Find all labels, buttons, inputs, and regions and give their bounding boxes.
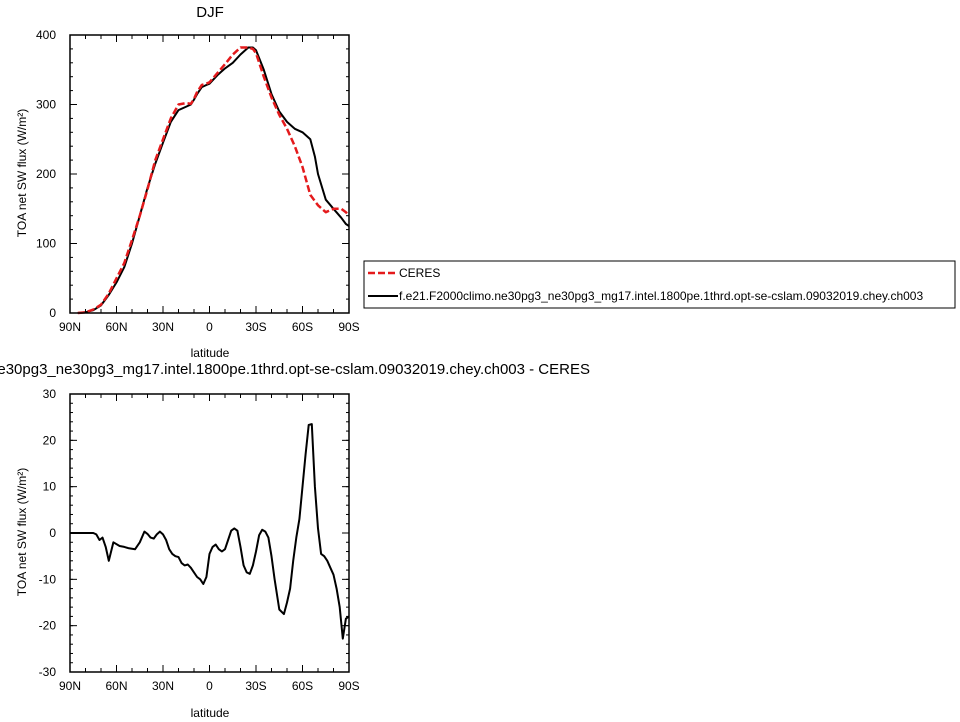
bottom-y-tick-label: -20 [39,619,57,633]
top-plot-frame [69,34,350,314]
bottom-plot-frame [69,393,350,673]
bottom-x-tick-label: 30N [152,679,174,693]
bottom-x-tick-label: 60N [105,679,127,693]
top-series-line-ceres [77,46,350,315]
bottom-y-axis-title-group: TOA net SW flux (W/m²) [15,468,29,596]
top-y-tick-label: 300 [36,98,56,112]
legend-box [363,260,956,309]
bottom-series-group [70,423,350,640]
top-x-tick-label: 90N [59,320,81,334]
legend-label-model: f.e21.F2000climo.ne30pg3_ne30pg3_mg17.in… [399,289,923,303]
top-y-tick-label: 200 [36,167,56,181]
top-series-group [77,46,350,315]
bottom-y-tick-label: 20 [43,433,57,447]
legend-label-ceres: CERES [399,266,440,280]
top-y-axis-title: TOA net SW flux (W/m²) [15,109,29,237]
bottom-x-tick-label: 90S [338,679,359,693]
bottom-y-tick-label: -30 [39,665,57,679]
top-x-tick-label: 90S [338,320,359,334]
bottom-y-axis-title: TOA net SW flux (W/m²) [15,468,29,596]
top-x-tick-label: 60N [105,320,127,334]
top-x-axis-title: latitude [191,346,230,360]
bottom-x-tick-label: 60S [292,679,313,693]
top-y-axis-title-group: TOA net SW flux (W/m²) [15,109,29,237]
bottom-chart-title: f.e21.F2000climo.ne30pg3_ne30pg3_mg17.in… [0,361,590,378]
bottom-y-tick-label: 30 [43,387,57,401]
bottom-series-line-difference [70,423,350,640]
top-x-tick-label: 0 [206,320,213,334]
bottom-y-tick-label: 10 [43,480,57,494]
top-y-tick-label: 400 [36,28,56,42]
top-x-tick-label: 60S [292,320,313,334]
bottom-x-axis-title: latitude [191,706,230,720]
top-line-chart: DJF TOA net SW flux (W/m²) latitude 90N 6… [15,4,360,360]
top-y-tick-label: 0 [49,306,56,320]
top-chart-title: DJF [196,4,224,21]
bottom-x-tick-label: 30S [245,679,266,693]
bottom-x-tick-label: 90N [59,679,81,693]
top-x-tick-label: 30S [245,320,266,334]
legend: CERES f.e21.F2000climo.ne30pg3_ne30pg3_m… [363,260,956,309]
top-x-tick-label: 30N [152,320,174,334]
bottom-y-tick-label: -10 [39,572,57,586]
top-series-line-model [77,46,350,314]
bottom-line-chart: f.e21.F2000climo.ne30pg3_ne30pg3_mg17.in… [0,361,590,720]
bottom-y-tick-label: 0 [49,526,56,540]
top-y-tick-label: 100 [36,237,56,251]
bottom-x-tick-label: 0 [206,679,213,693]
top-axis-ticks: 90N 60N 30N 0 30S 60S 90S 0 100 200 300 400 [36,28,360,334]
